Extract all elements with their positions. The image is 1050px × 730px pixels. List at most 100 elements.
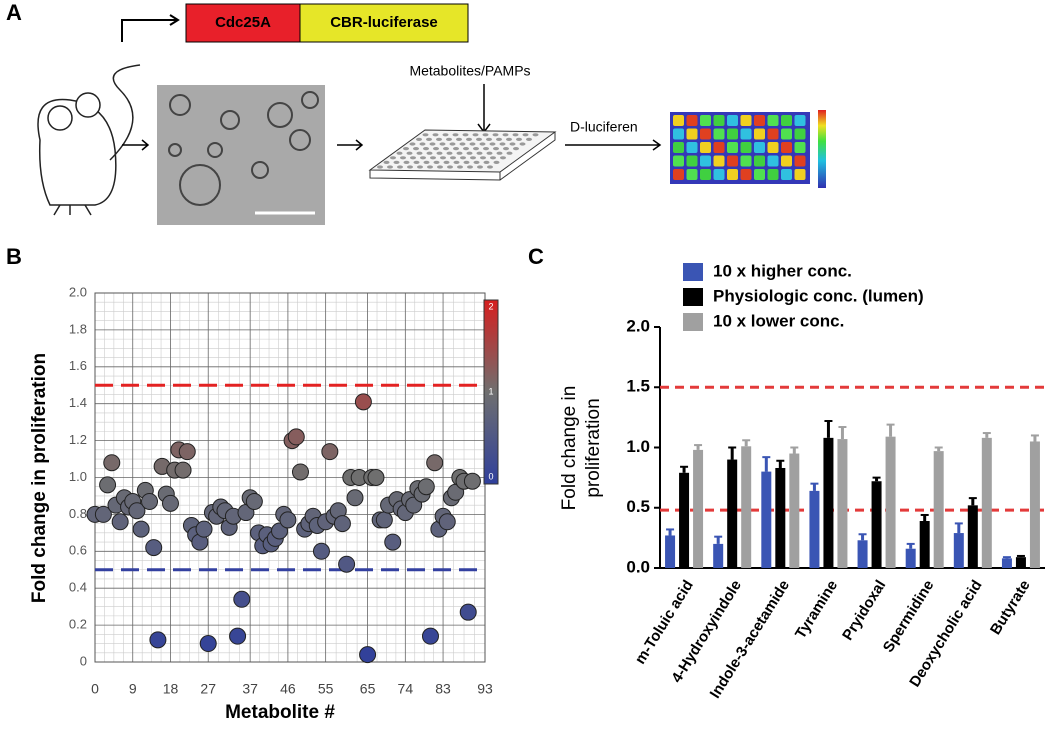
data-point (174, 461, 192, 479)
x-tick-label: 27 (200, 681, 216, 697)
data-point (426, 454, 444, 472)
y-tick-label: 0 (80, 653, 87, 668)
luminescence-image (670, 110, 826, 188)
bar (693, 449, 704, 568)
x-tick-label: Tyramine (792, 577, 841, 642)
data-point (178, 443, 196, 461)
y-tick-label: 1.0 (626, 437, 650, 456)
bar (981, 437, 992, 568)
data-point (338, 555, 356, 573)
arrow (477, 84, 491, 134)
x-tick-label: 46 (280, 681, 296, 697)
bar (885, 436, 896, 568)
bar (741, 446, 752, 568)
data-point (346, 489, 364, 507)
y-tick-label: 1.4 (69, 395, 87, 410)
gene-box (299, 3, 469, 43)
organoid-image (157, 85, 325, 225)
bar (1015, 557, 1026, 568)
bar (809, 490, 820, 568)
bar (665, 535, 676, 568)
y-tick-label: 1.0 (69, 469, 87, 484)
legend-swatch (683, 263, 703, 281)
bar (919, 521, 930, 568)
legend-label: 10 x lower conc. (713, 311, 844, 330)
gene-label: Cdc25A (215, 14, 271, 31)
data-point (132, 520, 150, 538)
data-point (111, 513, 129, 531)
y-tick-label: 0.6 (69, 543, 87, 558)
bar (933, 451, 944, 568)
legend-label: Physiologic conc. (lumen) (713, 286, 924, 305)
gene-box (185, 3, 301, 43)
x-tick-label: 55 (318, 681, 334, 697)
legend-swatch (683, 288, 703, 306)
data-point (421, 627, 439, 645)
data-point (367, 469, 385, 486)
arrow (122, 139, 150, 151)
data-point (229, 627, 247, 645)
data-point (463, 472, 481, 490)
bar (713, 543, 724, 568)
data-point (438, 513, 456, 531)
bar (775, 467, 786, 568)
bar (857, 540, 868, 568)
bar (679, 472, 690, 568)
x-axis-label: Metabolite # (225, 702, 335, 723)
x-tick-label: 74 (398, 681, 414, 697)
data-point (245, 492, 263, 510)
panel-label: C (528, 244, 544, 269)
x-tick-label: 93 (477, 681, 493, 697)
data-point (459, 603, 477, 621)
x-tick-label: 65 (360, 681, 376, 697)
bar (823, 437, 834, 568)
bar (837, 439, 848, 568)
bar (1029, 441, 1040, 568)
bar (1001, 558, 1012, 568)
y-tick-label: 0.0 (626, 557, 650, 576)
data-point (149, 631, 167, 649)
mouse (37, 64, 141, 216)
x-tick-label: 18 (163, 681, 179, 697)
data-point (375, 511, 393, 529)
y-tick-label: 1.2 (69, 432, 87, 447)
arrow (565, 139, 662, 151)
bar (953, 533, 964, 568)
data-point (354, 393, 372, 411)
colorbar-tick-label: 0 (488, 471, 493, 481)
bar (967, 505, 978, 568)
data-point (94, 505, 112, 523)
bar (905, 548, 916, 568)
y-tick-label: 2.0 (626, 316, 650, 335)
arrow (337, 139, 364, 151)
data-point (141, 492, 159, 510)
colorbar (483, 299, 499, 485)
panel-label: B (6, 244, 22, 269)
bar (761, 471, 772, 568)
gene-label: CBR-luciferase (330, 14, 438, 31)
treatment-label: Metabolites/PAMPs (409, 63, 530, 79)
data-point (384, 533, 402, 551)
colorbar-tick-label: 2 (488, 301, 493, 311)
data-point (199, 635, 217, 653)
bar (727, 459, 738, 568)
data-point (128, 502, 146, 520)
data-point (291, 463, 309, 481)
y-tick-label: 1.5 (626, 377, 650, 396)
data-point (287, 428, 305, 446)
data-point (417, 478, 435, 496)
substrate-label: D-luciferen (570, 119, 638, 135)
y-tick-label: 0.2 (69, 617, 87, 632)
bar (789, 453, 800, 568)
data-point (99, 476, 117, 494)
data-point (321, 443, 339, 461)
data-point (359, 646, 377, 664)
y-axis-label: Fold change in (559, 386, 580, 511)
x-tick-label: 37 (242, 681, 258, 697)
y-axis-label: proliferation (583, 398, 604, 497)
bar (871, 481, 882, 568)
y-axis-label: Fold change in proliferation (29, 353, 50, 603)
data-point (145, 539, 163, 557)
data-point (233, 590, 251, 608)
